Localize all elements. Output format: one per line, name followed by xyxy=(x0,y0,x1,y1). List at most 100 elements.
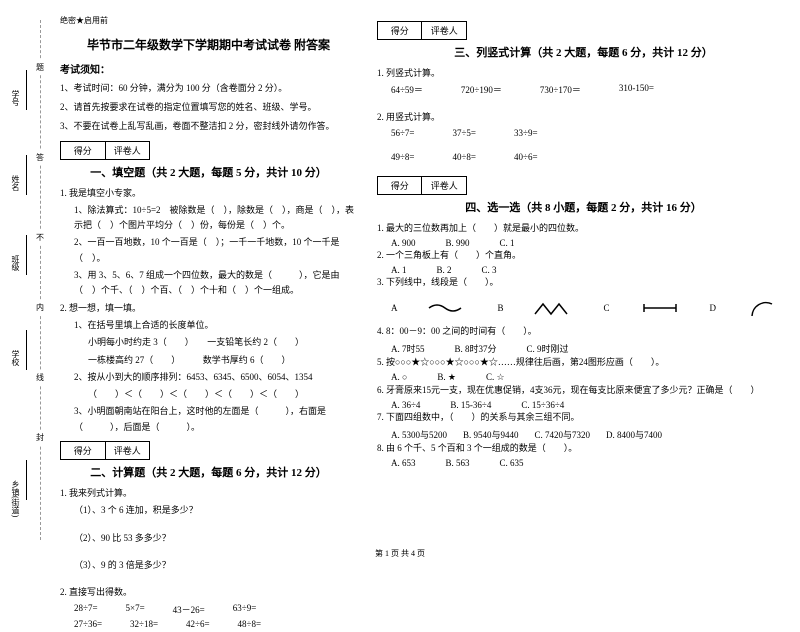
shape-options: A B C D xyxy=(377,292,790,324)
q4-8: 8. 由 6 个千、5 个百和 3 个一组成的数是（ ）。 xyxy=(377,441,790,456)
opt: C. 1 xyxy=(499,238,514,248)
q4-1: 1. 最大的三位数再加上（ ）就是最小的四位数。 xyxy=(377,221,790,236)
opt: A. 653 xyxy=(391,458,416,468)
opt: C. 3 xyxy=(481,265,496,275)
wave-icon xyxy=(427,300,467,316)
calc-row-1: 28÷7= 5×7= 43－26= 63÷9= xyxy=(60,603,357,616)
cut-line xyxy=(40,20,41,540)
section-2-title: 二、计算题（共 2 大题，每题 6 分，共计 12 分） xyxy=(60,464,357,480)
opt: C. 9时刚过 xyxy=(526,342,568,355)
shape-c-label: C xyxy=(603,303,609,313)
calc-row-4: 56÷7= 37÷5= 33÷9= xyxy=(377,128,790,138)
margin-field: 姓名 xyxy=(10,175,21,191)
q2-1a: （1）、3 个 6 连加，积是多少？ xyxy=(60,503,357,518)
q4-2-opts: A. 1 B. 2 C. 3 xyxy=(377,265,790,275)
q2-2: 2. 直接写出得数。 xyxy=(60,585,357,600)
calc: 63÷9= xyxy=(233,603,257,616)
exam-title: 毕节市二年级数学下学期期中考试试卷 附答案 xyxy=(60,36,357,53)
q1-2a1: 小明每小时约走 3（ ） 一支铅笔长约 2（ ） xyxy=(60,335,357,350)
calc: 27÷36= xyxy=(74,619,102,629)
margin-underline xyxy=(26,235,27,275)
calc: 32÷18= xyxy=(130,619,158,629)
q4-5-opts: A. ○ B. ★ C. ☆ xyxy=(377,372,790,383)
calc: 64÷59＝ xyxy=(391,83,423,96)
opt: C. 7420与7320 xyxy=(534,428,590,441)
notice-3: 3、不要在试卷上乱写乱画，卷面不整洁扣 2 分，密封线外请勿作答。 xyxy=(60,118,357,134)
q4-8-opts: A. 653 B. 563 C. 635 xyxy=(377,458,790,468)
shape-a-label: A xyxy=(391,303,398,313)
q4-2: 2. 一个三角板上有（ ）个直角。 xyxy=(377,248,790,263)
margin-underline xyxy=(26,155,27,195)
secret-label: 绝密★启用前 xyxy=(60,15,357,26)
grader-label: 评卷人 xyxy=(422,177,466,194)
right-column: 得分 评卷人 三、列竖式计算（共 2 大题，每题 6 分，共计 12 分） 1.… xyxy=(377,15,790,632)
binding-margin: 乡镇(街道)学校班级姓名学号封线内不答题 xyxy=(8,0,56,565)
opt: B. ★ xyxy=(437,372,456,383)
margin-field: 学校 xyxy=(10,350,21,366)
calc: 730÷170＝ xyxy=(540,83,581,96)
section-4-title: 四、选一选（共 8 小题，每题 2 分，共计 16 分） xyxy=(377,199,790,215)
opt: D. 8400与7400 xyxy=(606,428,662,441)
cut-label: 题 xyxy=(36,60,44,75)
left-column: 绝密★启用前 毕节市二年级数学下学期期中考试试卷 附答案 考试须知： 1、考试时… xyxy=(60,15,357,632)
opt: B. 15-36÷4 xyxy=(450,400,491,410)
calc: 33÷9= xyxy=(514,128,538,138)
q4-6: 6. 牙膏原来15元一支，现在优惠促销，4支36元，现在每支比原来便宜了多少元？… xyxy=(377,383,790,398)
calc: 42÷6= xyxy=(186,619,210,629)
notice-2: 2、请首先按要求在试卷的指定位置填写您的姓名、班级、学号。 xyxy=(60,99,357,115)
calc-row-3: 64÷59＝ 720÷190＝ 730÷170＝ 310-150= xyxy=(377,83,790,96)
opt: A. 5300与5200 xyxy=(391,428,447,441)
calc: 40÷8= xyxy=(452,152,476,162)
score-box-2: 得分 评卷人 xyxy=(60,441,150,460)
opt: A. 7时55 xyxy=(391,342,425,355)
q4-6-opts: A. 36÷4 B. 15-36÷4 C. 15÷36÷4 xyxy=(377,400,790,410)
cut-label: 不 xyxy=(36,230,44,245)
calc: 5×7= xyxy=(126,603,145,616)
opt: A. 900 xyxy=(391,238,416,248)
calc: 56÷7= xyxy=(391,128,415,138)
grader-label: 评卷人 xyxy=(422,22,466,39)
opt: B. 563 xyxy=(445,458,469,468)
opt: B. 2 xyxy=(436,265,451,275)
q4-5: 5. 按○○○★☆○○○★☆○○○★☆……规律往后画，第24图形应画（ ）。 xyxy=(377,355,790,370)
calc: 28÷7= xyxy=(74,603,98,616)
opt: A. ○ xyxy=(391,372,407,383)
score-box-1: 得分 评卷人 xyxy=(60,141,150,160)
q1-1c: 3、用 3、5、6、7 组成一个四位数，最大的数是（ ），它是由（ ）个千、（ … xyxy=(60,268,357,299)
score-label: 得分 xyxy=(61,442,106,459)
opt: A. 36÷4 xyxy=(391,400,420,410)
calc: 40÷6= xyxy=(514,152,538,162)
cut-label: 线 xyxy=(36,370,44,385)
q4-4-opts: A. 7时55 B. 8时37分 C. 9时刚过 xyxy=(377,342,790,355)
calc: 49÷8= xyxy=(391,152,415,162)
score-label: 得分 xyxy=(378,177,423,194)
q1-2b1: （ ）＜（ ）＜（ ）＜（ ）＜（ ） xyxy=(60,387,357,402)
q4-7-opts: A. 5300与5200 B. 9540与9440 C. 7420与7320 D… xyxy=(377,428,790,441)
margin-underline xyxy=(26,330,27,370)
grader-label: 评卷人 xyxy=(106,142,150,159)
cut-label: 封 xyxy=(36,430,44,445)
opt: C. 15÷36÷4 xyxy=(521,400,564,410)
margin-field: 乡镇(街道) xyxy=(10,480,21,517)
q1-1a: 1、除法算式：10÷5=2 被除数是（ ），除数是（ ），商是（ ），表示把（ … xyxy=(60,203,357,234)
notices-title: 考试须知： xyxy=(60,61,357,76)
calc: 48÷8= xyxy=(238,619,262,629)
shape-b-label: B xyxy=(497,303,503,313)
calc: 43－26= xyxy=(173,603,205,616)
q4-3: 3. 下列线中，线段是（ ）。 xyxy=(377,275,790,290)
calc: 310-150= xyxy=(619,83,654,96)
margin-underline xyxy=(26,460,27,500)
q1-2c: 3、小明面朝南站在阳台上，这时他的左面是（ ），右面是（ ），后面是（ ）。 xyxy=(60,404,357,435)
grader-label: 评卷人 xyxy=(106,442,150,459)
q1-1: 1. 我是填空小专家。 xyxy=(60,186,357,201)
opt: A. 1 xyxy=(391,265,407,275)
section-1-title: 一、填空题（共 2 大题，每题 5 分，共计 10 分） xyxy=(60,164,357,180)
q1-2b: 2、按从小到大的顺序排列：6453、6345、6500、6054、1354 xyxy=(60,370,357,385)
q1-2a: 1、在括号里填上合适的长度单位。 xyxy=(60,318,357,333)
calc: 37÷5= xyxy=(452,128,476,138)
margin-underline xyxy=(26,70,27,110)
cut-label: 内 xyxy=(36,300,44,315)
opt: C. 635 xyxy=(499,458,523,468)
score-label: 得分 xyxy=(378,22,423,39)
opt: B. 990 xyxy=(445,238,469,248)
